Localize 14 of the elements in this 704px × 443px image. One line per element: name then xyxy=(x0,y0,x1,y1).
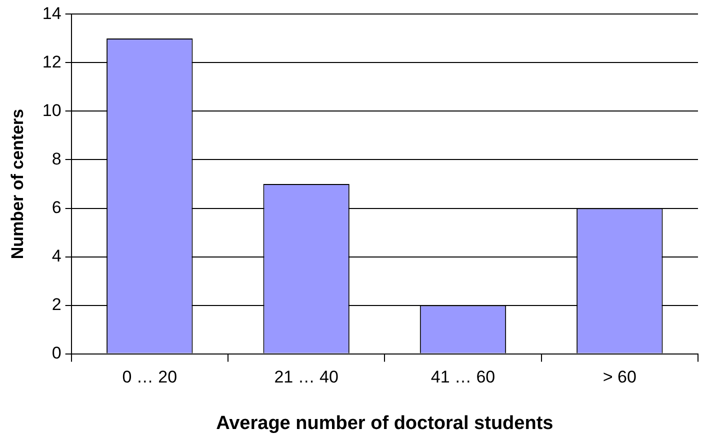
x-tick-label: 0 … 20 xyxy=(122,368,178,387)
y-tick-label: 0 xyxy=(52,343,62,362)
y-tick-label: 14 xyxy=(42,4,62,23)
y-tick-label: 6 xyxy=(52,198,62,217)
y-tick-label: 2 xyxy=(52,294,62,314)
y-tick-label: 4 xyxy=(52,246,62,266)
y-axis-title: Number of centers xyxy=(8,108,27,260)
y-tick-label: 8 xyxy=(52,149,62,168)
y-tick-label: 12 xyxy=(42,52,62,72)
x-axis-title: Average number of doctoral students xyxy=(216,412,554,434)
x-tick-label: > 60 xyxy=(602,368,636,387)
y-tick-label: 10 xyxy=(42,100,62,120)
x-tick-label: 21 … 40 xyxy=(274,368,338,387)
x-tick-label: 41 … 60 xyxy=(430,368,496,387)
